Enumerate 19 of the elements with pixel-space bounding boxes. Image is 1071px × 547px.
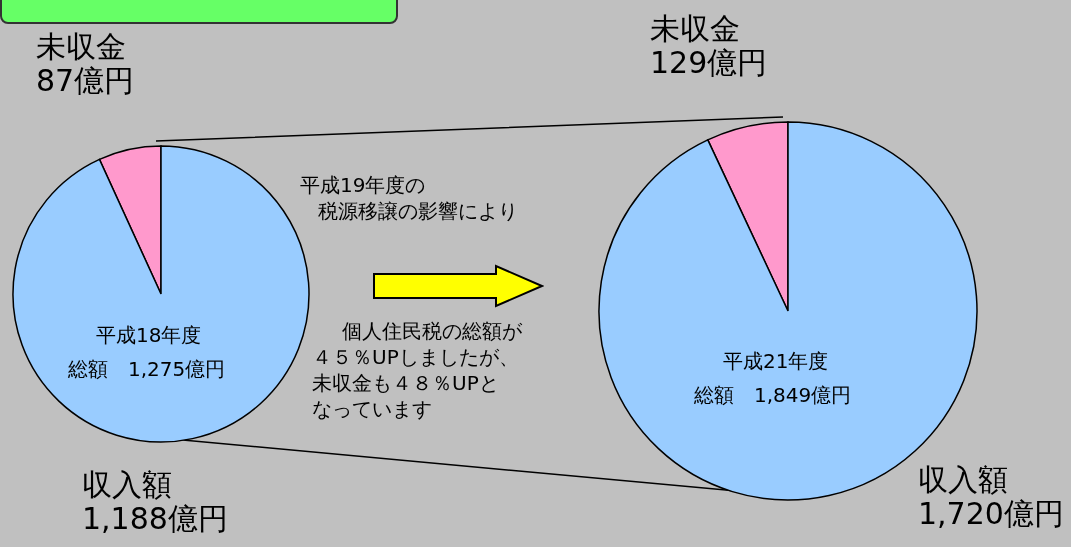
slice-label: 未収金 — [650, 11, 741, 46]
slice-label: 収入額 — [82, 467, 173, 502]
text: 個人住民税の総額が — [342, 318, 522, 344]
text: ４５％UPしましたが、 — [312, 344, 519, 370]
slice-label: 未収金 — [36, 29, 127, 64]
text: 平成19年度の — [300, 172, 426, 198]
data-label: 1,720億円 — [918, 496, 1064, 531]
text: 総額 1,849億円 — [694, 382, 852, 408]
text: 未収金も４８％UPと — [312, 370, 499, 396]
text: 税源移譲の影響により — [318, 198, 518, 224]
slice-label: 収入額 — [918, 462, 1009, 497]
text: 平成21年度 — [723, 348, 829, 374]
data-label: 87億円 — [36, 63, 135, 98]
data-label: 1,188億円 — [82, 501, 228, 536]
text: 平成18年度 — [96, 322, 202, 348]
pie-slice — [598, 121, 978, 501]
text: 総額 1,275億円 — [68, 356, 226, 382]
data-label: 129億円 — [650, 45, 768, 80]
text: なっています — [312, 396, 432, 422]
